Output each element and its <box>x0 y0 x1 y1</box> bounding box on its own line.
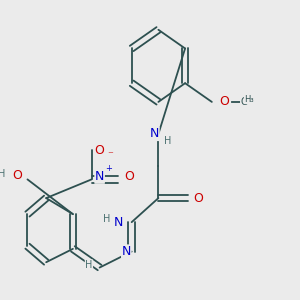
Text: H₃: H₃ <box>244 95 254 104</box>
Text: H: H <box>85 260 93 270</box>
Text: N: N <box>150 128 159 140</box>
Text: O: O <box>219 95 229 108</box>
Text: H: H <box>103 214 110 224</box>
Text: +: + <box>106 164 112 173</box>
Text: N: N <box>95 170 104 183</box>
Text: ⁻: ⁻ <box>107 150 113 160</box>
Text: H: H <box>0 169 6 179</box>
Text: C: C <box>241 97 247 107</box>
Text: N: N <box>114 216 123 229</box>
Text: O: O <box>95 143 104 157</box>
Text: N: N <box>122 245 131 258</box>
Text: H: H <box>164 136 171 146</box>
Text: O: O <box>194 192 203 205</box>
Text: O: O <box>124 170 134 183</box>
Text: O: O <box>12 169 22 182</box>
